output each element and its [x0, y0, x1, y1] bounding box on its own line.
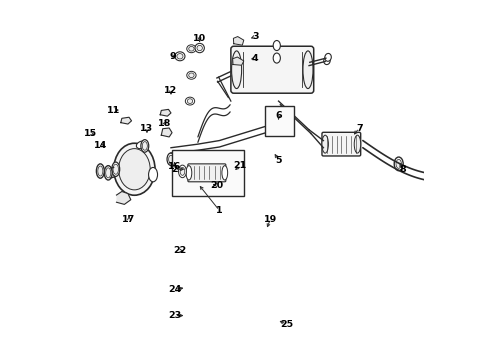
Text: 8: 8	[398, 165, 405, 174]
Text: 18: 18	[158, 119, 171, 128]
Ellipse shape	[167, 153, 175, 166]
Text: 17: 17	[122, 215, 135, 224]
Ellipse shape	[395, 159, 401, 168]
Text: 25: 25	[280, 320, 293, 329]
Polygon shape	[232, 57, 244, 65]
Text: 1: 1	[216, 206, 222, 215]
Ellipse shape	[105, 168, 110, 178]
Ellipse shape	[185, 166, 191, 180]
Text: 12: 12	[164, 86, 177, 95]
Text: 14: 14	[94, 141, 107, 150]
Ellipse shape	[222, 166, 227, 180]
Ellipse shape	[168, 155, 173, 163]
Ellipse shape	[203, 180, 208, 188]
Ellipse shape	[195, 43, 204, 53]
Ellipse shape	[188, 46, 194, 51]
Text: 19: 19	[263, 215, 276, 224]
Ellipse shape	[119, 149, 150, 190]
Ellipse shape	[141, 140, 148, 152]
Ellipse shape	[178, 165, 186, 178]
Polygon shape	[233, 37, 244, 45]
Ellipse shape	[321, 135, 328, 153]
FancyBboxPatch shape	[230, 46, 313, 93]
Ellipse shape	[112, 162, 120, 176]
FancyBboxPatch shape	[321, 132, 360, 156]
Text: 22: 22	[173, 246, 186, 255]
Ellipse shape	[175, 52, 184, 61]
Ellipse shape	[303, 51, 312, 89]
Ellipse shape	[231, 51, 241, 89]
Ellipse shape	[197, 45, 202, 51]
Ellipse shape	[185, 97, 194, 105]
Polygon shape	[121, 117, 131, 124]
Ellipse shape	[136, 141, 146, 149]
Polygon shape	[116, 192, 131, 204]
Text: 3: 3	[251, 32, 258, 41]
Ellipse shape	[265, 112, 282, 134]
Ellipse shape	[268, 115, 279, 130]
Ellipse shape	[273, 53, 280, 63]
Text: 21: 21	[233, 161, 246, 170]
Text: 5: 5	[275, 156, 281, 165]
Ellipse shape	[187, 99, 192, 103]
Polygon shape	[161, 128, 172, 137]
Ellipse shape	[224, 167, 232, 179]
Ellipse shape	[324, 53, 331, 61]
Text: 24: 24	[167, 285, 181, 294]
Text: 6: 6	[275, 111, 281, 120]
Polygon shape	[160, 109, 171, 116]
Ellipse shape	[188, 73, 194, 78]
Ellipse shape	[177, 54, 183, 59]
Ellipse shape	[180, 167, 184, 175]
Text: 2: 2	[171, 165, 178, 174]
Text: 15: 15	[83, 129, 97, 138]
Ellipse shape	[201, 177, 210, 190]
Ellipse shape	[142, 141, 147, 150]
Bar	[172, 149, 244, 196]
Ellipse shape	[186, 45, 196, 53]
Ellipse shape	[353, 135, 360, 153]
Ellipse shape	[96, 164, 104, 178]
Text: 11: 11	[107, 105, 120, 114]
Text: 7: 7	[355, 123, 362, 132]
Ellipse shape	[393, 157, 403, 171]
FancyBboxPatch shape	[187, 164, 225, 182]
Ellipse shape	[98, 166, 102, 176]
Text: 4: 4	[251, 54, 258, 63]
Ellipse shape	[323, 57, 329, 64]
Ellipse shape	[186, 71, 196, 79]
Ellipse shape	[273, 41, 280, 50]
Ellipse shape	[225, 169, 230, 176]
Text: 9: 9	[169, 52, 176, 61]
Text: 16: 16	[167, 162, 181, 171]
Ellipse shape	[104, 166, 112, 180]
Text: 13: 13	[140, 123, 153, 132]
Text: 20: 20	[209, 180, 223, 189]
Bar	[264, 106, 293, 136]
Ellipse shape	[114, 143, 155, 195]
Ellipse shape	[113, 164, 118, 174]
Text: 23: 23	[168, 311, 181, 320]
Text: 10: 10	[193, 34, 206, 43]
Ellipse shape	[148, 167, 157, 182]
